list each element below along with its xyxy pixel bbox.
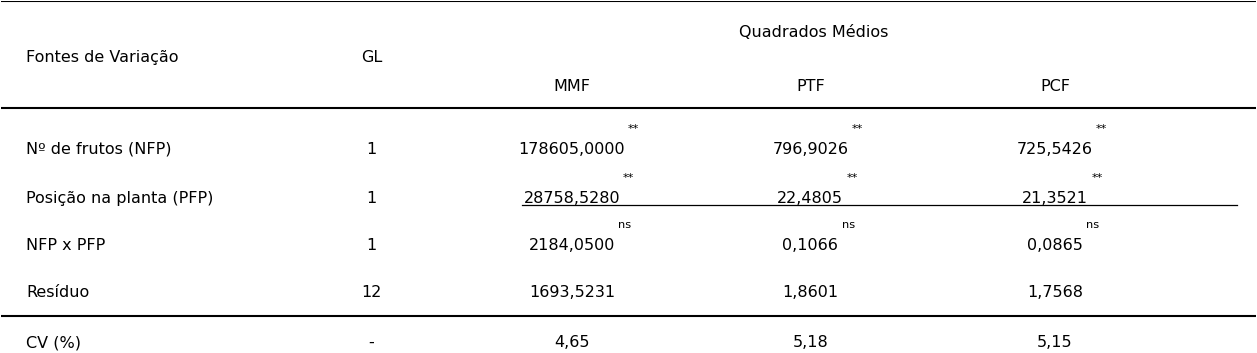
Text: 725,5426: 725,5426: [1017, 142, 1092, 157]
Text: Resíduo: Resíduo: [26, 285, 89, 300]
Text: 5,15: 5,15: [1037, 335, 1072, 350]
Text: GL: GL: [361, 49, 382, 65]
Text: 21,3521: 21,3521: [1022, 191, 1089, 205]
Text: 1,8601: 1,8601: [782, 285, 838, 300]
Text: ns: ns: [1086, 220, 1100, 230]
Text: -: -: [368, 335, 375, 350]
Text: 796,9026: 796,9026: [772, 142, 848, 157]
Text: 1: 1: [366, 238, 377, 253]
Text: 178605,0000: 178605,0000: [519, 142, 626, 157]
Text: Posição na planta (PFP): Posição na planta (PFP): [26, 191, 214, 205]
Text: PCF: PCF: [1040, 79, 1070, 94]
Text: 1: 1: [366, 142, 377, 157]
Text: ns: ns: [618, 220, 631, 230]
Text: 28758,5280: 28758,5280: [524, 191, 621, 205]
Text: CV (%): CV (%): [26, 335, 82, 350]
Text: 2184,0500: 2184,0500: [529, 238, 615, 253]
Text: **: **: [1096, 124, 1107, 134]
Text: Fontes de Variação: Fontes de Variação: [26, 49, 178, 65]
Text: MMF: MMF: [553, 79, 591, 94]
Text: 22,4805: 22,4805: [777, 191, 843, 205]
Text: 5,18: 5,18: [792, 335, 828, 350]
Text: NFP x PFP: NFP x PFP: [26, 238, 106, 253]
Text: **: **: [851, 124, 862, 134]
Text: Quadrados Médios: Quadrados Médios: [739, 25, 889, 40]
Text: 4,65: 4,65: [554, 335, 590, 350]
Text: 1: 1: [366, 191, 377, 205]
Text: **: **: [847, 173, 859, 183]
Text: 0,1066: 0,1066: [782, 238, 838, 253]
Text: 1,7568: 1,7568: [1027, 285, 1084, 300]
Text: **: **: [622, 173, 634, 183]
Text: PTF: PTF: [796, 79, 825, 94]
Text: 12: 12: [361, 285, 382, 300]
Text: ns: ns: [842, 220, 855, 230]
Text: 1693,5231: 1693,5231: [529, 285, 615, 300]
Text: **: **: [1091, 173, 1102, 183]
Text: 0,0865: 0,0865: [1027, 238, 1082, 253]
Text: **: **: [627, 124, 639, 134]
Text: Nº de frutos (NFP): Nº de frutos (NFP): [26, 142, 172, 157]
